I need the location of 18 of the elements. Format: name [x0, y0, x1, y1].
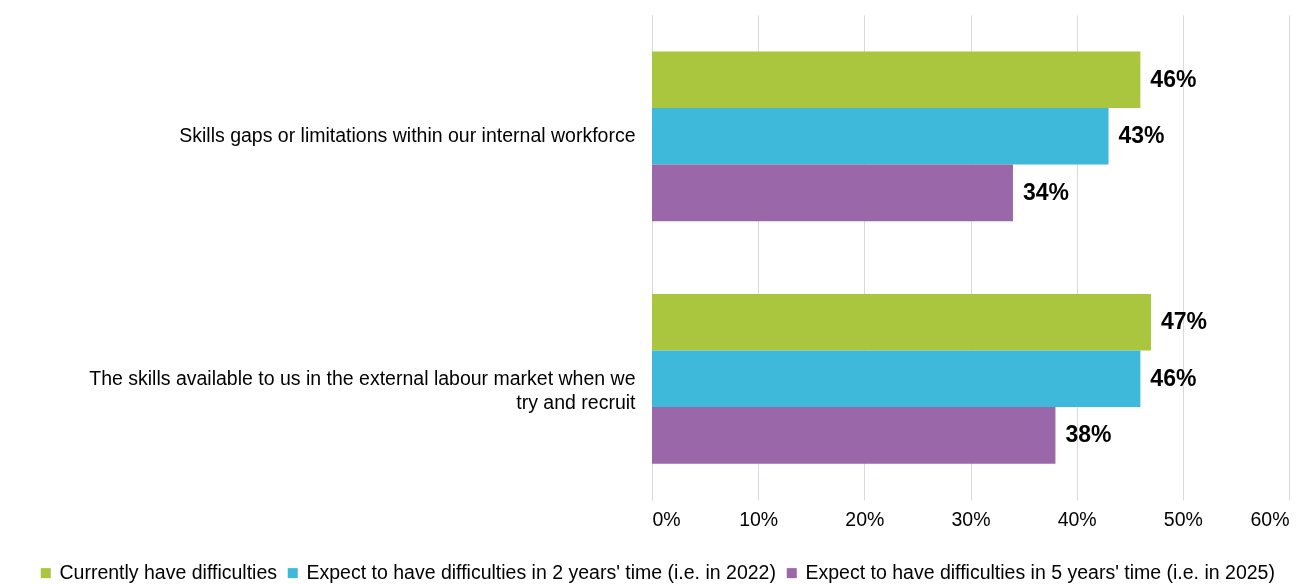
- legend-label: Expect to have difficulties in 2 years' time (i.e. in 2022): [306, 561, 776, 584]
- y-tick-label: Skills gaps or limitations within our internal workforce: [179, 124, 636, 147]
- data-label: 46%: [1150, 65, 1197, 92]
- y-tick-label: The skills available to us in the external labour market when we try and recruit: [89, 366, 637, 413]
- x-tick-label: 50%: [1163, 507, 1203, 530]
- x-tick-label: 0%: [652, 507, 681, 530]
- x-tick-label: 20%: [845, 507, 885, 530]
- data-label: 47%: [1160, 308, 1208, 335]
- x-tick-label: 10%: [739, 507, 779, 530]
- data-label: 34%: [1022, 178, 1070, 205]
- data-label: 46%: [1150, 364, 1197, 391]
- x-tick-label: 40%: [1057, 507, 1097, 530]
- data-label: 38%: [1065, 421, 1112, 448]
- x-tick-label: 60%: [1250, 507, 1290, 530]
- x-tick-label: 30%: [951, 507, 991, 530]
- legend-label: Currently have difficulties: [59, 561, 278, 584]
- data-label: 43%: [1118, 122, 1165, 149]
- legend-label: Expect to have difficulties in 5 years' time (i.e. in 2025): [805, 561, 1275, 584]
